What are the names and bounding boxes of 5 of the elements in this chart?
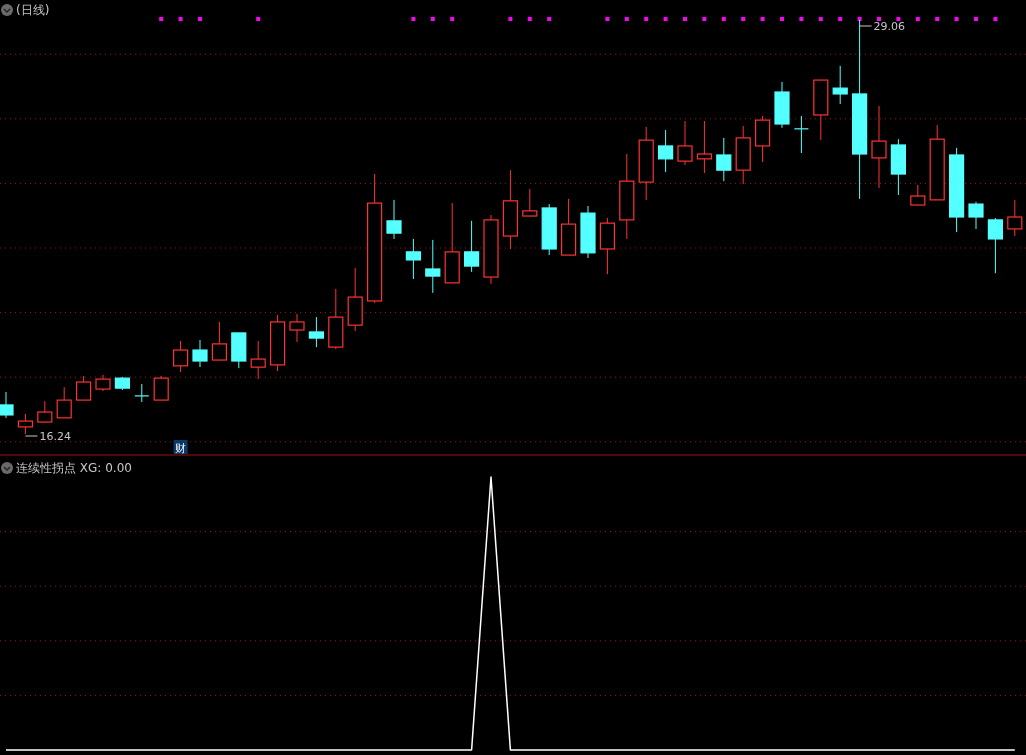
text: 财 <box>175 442 187 455</box>
chart-title: 连续性拐点 XG: 0.00 <box>16 461 132 475</box>
chart-title: (日线) <box>16 3 50 17</box>
annotation: 29.06 <box>873 20 906 33</box>
annotation: 16.24 <box>39 430 71 443</box>
